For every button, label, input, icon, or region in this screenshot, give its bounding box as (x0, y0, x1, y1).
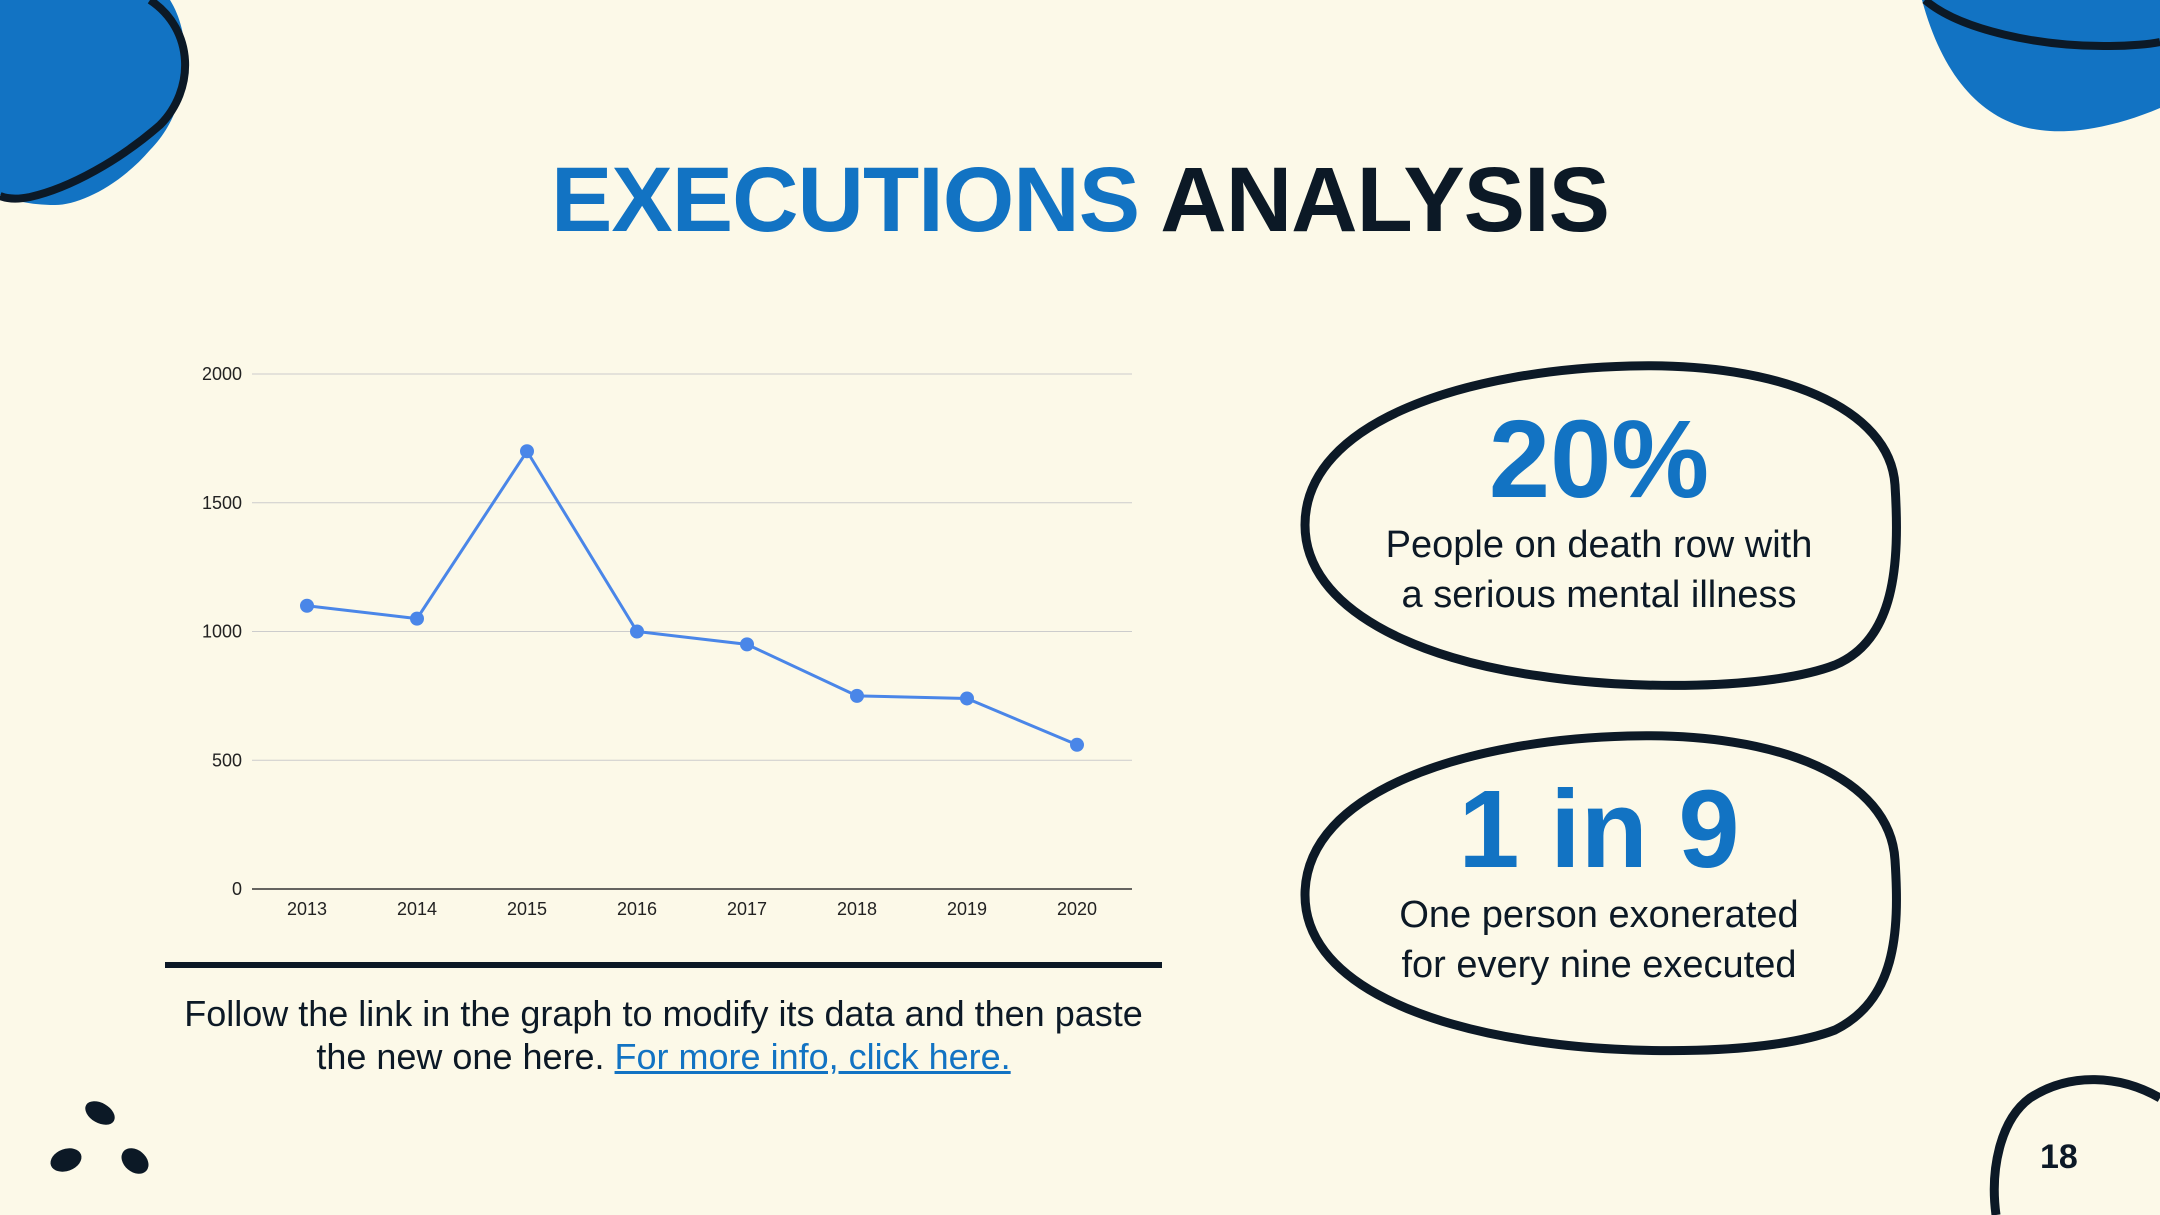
y-tick-label: 1500 (202, 493, 242, 513)
x-tick-label: 2017 (727, 899, 767, 919)
line-chart: 0 500 1000 1500 2000 2013 2014 2015 2016 2017 2018… (202, 364, 1132, 919)
caption-text: Follow the link in the graph to modify i… (184, 993, 1143, 1077)
corner-seeds (50, 1101, 149, 1174)
stat-value: 1 in 9 (1458, 768, 1740, 891)
stat-value: 20% (1488, 398, 1710, 521)
stat-desc-line2: for every nine executed (1401, 944, 1797, 986)
stat-desc-line1: People on death row with (1385, 524, 1813, 566)
data-point (740, 637, 754, 652)
stat-desc-line2: a serious mental illness (1401, 574, 1797, 616)
x-tick-label: 2016 (617, 899, 657, 919)
x-tick-label: 2018 (837, 899, 877, 919)
x-tick-label: 2015 (507, 899, 547, 919)
y-tick-label: 1000 (202, 622, 242, 642)
caption: Follow the link in the graph to modify i… (165, 992, 1162, 1078)
data-point (960, 691, 974, 706)
bottom-right-outline (1989, 1075, 2160, 1215)
more-info-link[interactable]: For more info, click here. (614, 1036, 1011, 1077)
stat-ovals (1300, 361, 1901, 1056)
page-number: 18 (2040, 1138, 2078, 1176)
data-point (630, 624, 644, 639)
y-tick-label: 500 (212, 750, 242, 770)
y-tick-label: 0 (232, 879, 242, 899)
title-rest: ANALYSIS (1160, 149, 1610, 251)
stat-desc-line1: One person exonerated (1399, 894, 1799, 936)
stat-mental-illness: 20% People on death row with a serious m… (1302, 400, 1896, 620)
data-point (410, 611, 424, 626)
title-highlight: EXECUTIONS (551, 149, 1140, 251)
y-tick-label: 2000 (202, 364, 242, 384)
x-tick-label: 2019 (947, 899, 987, 919)
x-tick-label: 2020 (1057, 899, 1097, 919)
x-tick-label: 2014 (397, 899, 437, 919)
x-tick-label: 2013 (287, 899, 327, 919)
data-point (300, 598, 314, 613)
stat-exonerated: 1 in 9 One person exonerated for every n… (1302, 770, 1896, 990)
data-point (520, 444, 534, 459)
series-line (306, 448, 1078, 747)
data-point (1070, 737, 1084, 752)
slide-title: EXECUTIONS ANALYSIS (0, 145, 2160, 255)
top-left-blob (0, 0, 190, 205)
top-right-blob (1922, 0, 2160, 132)
data-point (850, 688, 864, 703)
divider-rule (165, 962, 1162, 968)
